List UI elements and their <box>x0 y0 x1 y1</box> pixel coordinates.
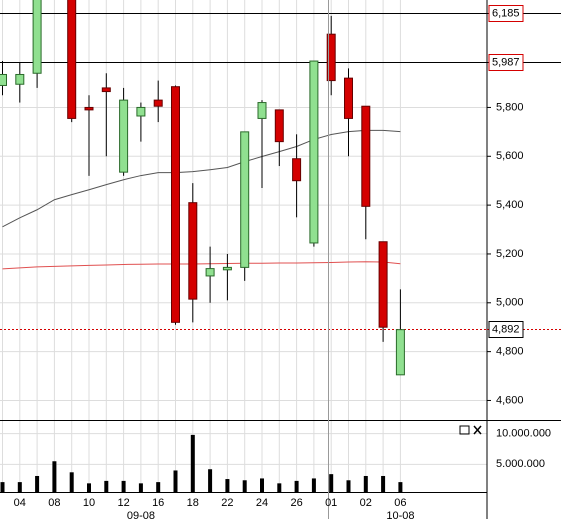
maximize-icon[interactable] <box>459 425 470 435</box>
candle-body <box>344 77 353 119</box>
candle-body <box>15 73 25 85</box>
y-tick-label: 4,600 <box>496 394 524 406</box>
x-tick-label: 04 <box>14 497 26 509</box>
x-tick-label: 16 <box>152 497 164 509</box>
month-label: 09-08 <box>127 510 155 519</box>
candle-body <box>222 266 232 271</box>
level-label: 4,892 <box>492 323 520 335</box>
candle-body <box>0 73 7 86</box>
x-tick-label: 26 <box>290 497 302 509</box>
volume-bar <box>398 482 403 492</box>
volume-bar <box>208 469 213 492</box>
candle-body <box>171 86 180 323</box>
volume-bar <box>190 434 195 492</box>
volume-bar <box>242 480 247 492</box>
x-tick-label: 12 <box>117 497 129 509</box>
volume-bar <box>311 478 316 492</box>
volume-bar <box>52 461 57 492</box>
x-tick-label: 18 <box>187 497 199 509</box>
volume-bar <box>381 475 386 492</box>
y-tick-label: 5,000 <box>496 297 524 309</box>
volume-bar <box>329 474 334 492</box>
volume-bar <box>104 480 109 492</box>
candle-body <box>119 99 129 173</box>
candle-body <box>153 99 163 107</box>
volume-bar <box>277 483 282 492</box>
candle-body <box>205 268 215 277</box>
volume-bar <box>87 483 91 492</box>
month-label: 10-08 <box>386 510 414 519</box>
candle-body <box>188 202 198 300</box>
moving-average <box>2 129 401 228</box>
y-tick-label: 5,400 <box>496 199 524 211</box>
close-icon[interactable] <box>473 425 482 435</box>
volume-bar <box>69 472 74 492</box>
candle-body <box>326 33 336 82</box>
level-label: 5,987 <box>492 56 520 68</box>
y-tick-label: 5,800 <box>496 101 524 113</box>
x-tick-label: 06 <box>394 497 406 509</box>
volume-bar <box>173 470 178 492</box>
x-tick-label: 02 <box>360 497 372 509</box>
grid <box>0 0 487 492</box>
x-tick-label: 08 <box>48 497 60 509</box>
price-plot <box>0 0 487 376</box>
level-label-box <box>488 5 524 22</box>
volume-tick-label: 10.000.000 <box>496 428 551 440</box>
y-tick-label: 5,200 <box>496 248 524 260</box>
candle-body <box>395 329 405 376</box>
x-tick-label: 24 <box>256 497 268 509</box>
x-tick-label: 01 <box>325 497 337 509</box>
y-tick-label: 4,800 <box>496 346 524 358</box>
candle-body <box>361 105 371 207</box>
volume-bar <box>363 475 368 492</box>
candle-body <box>101 87 111 93</box>
volume-bar <box>138 483 143 492</box>
volume-bar <box>225 479 230 492</box>
volume-bar <box>156 482 161 492</box>
candle-body <box>257 102 267 119</box>
candle-body <box>309 60 319 244</box>
volume-bar <box>294 480 299 492</box>
candle-body <box>240 131 250 268</box>
volume-bar <box>346 480 351 492</box>
x-tick-label: 22 <box>221 497 233 509</box>
moving-average <box>2 261 401 270</box>
volume-bar <box>35 475 40 492</box>
level-label-box <box>488 321 524 338</box>
volume-bar <box>121 480 126 492</box>
candle-body <box>32 0 42 74</box>
level-label: 6,185 <box>492 7 520 19</box>
y-tick-label: 5,600 <box>496 150 524 162</box>
volume-bar <box>17 482 22 492</box>
candle-body <box>292 158 302 182</box>
level-label-box <box>488 54 524 71</box>
volume-bar <box>0 482 5 492</box>
candle-body <box>136 106 146 117</box>
labels: 5,800 5,600 5,400 5,200 5,000 4,800 4,600 6,185… <box>14 5 561 519</box>
candle-body <box>378 241 388 328</box>
candle-body <box>67 0 77 119</box>
volume-plot <box>0 434 403 492</box>
volume-tick-label: 5.000.000 <box>496 458 545 470</box>
candle-body <box>274 109 284 143</box>
x-tick-label: 10 <box>83 497 95 509</box>
candle-body <box>84 106 94 111</box>
volume-bar <box>260 478 264 492</box>
